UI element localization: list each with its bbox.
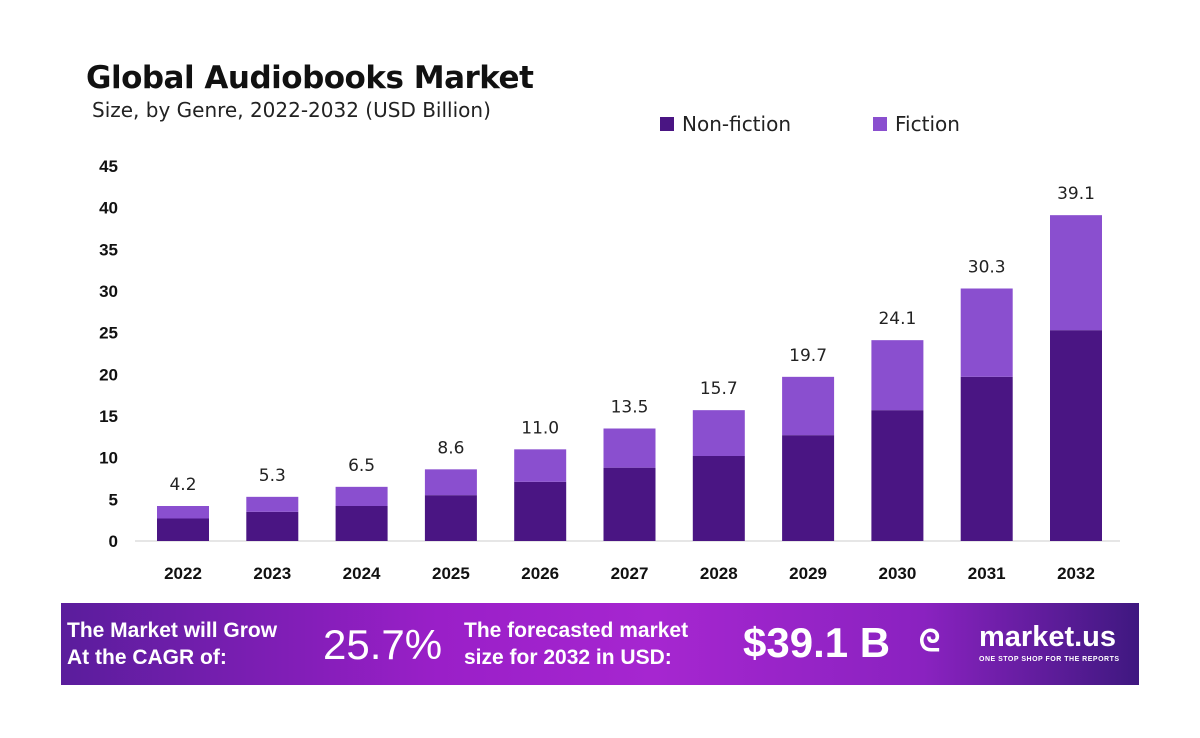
bar-non-fiction-2032 <box>1050 330 1102 541</box>
y-tick-label: 30 <box>99 282 118 301</box>
bar-chart: 0510152025303540454.220225.320236.520248… <box>99 157 1120 583</box>
bar-fiction-2031 <box>960 288 1013 377</box>
cagr-value: 25.7% <box>323 621 443 668</box>
y-tick-label: 40 <box>99 199 118 218</box>
y-tick-label: 10 <box>99 449 118 468</box>
bar-non-fiction-2030 <box>871 410 924 541</box>
legend-swatch <box>660 117 674 131</box>
x-tick-label: 2031 <box>968 564 1006 583</box>
legend-label: Fiction <box>895 112 960 136</box>
bar-fiction-2029 <box>782 376 835 436</box>
total-label: 15.7 <box>700 379 738 399</box>
bar-fiction-2025 <box>424 469 477 496</box>
x-tick-label: 2024 <box>343 564 381 583</box>
cagr-label-line: At the CAGR of: <box>67 646 227 669</box>
x-tick-label: 2027 <box>611 564 649 583</box>
forecast-label-line: The forecasted market <box>464 619 689 642</box>
forecast-label: The forecasted market size for 2032 in US… <box>464 617 688 671</box>
total-label: 30.3 <box>968 258 1006 278</box>
summary-banner: The Market will Grow At the CAGR of: 25.7… <box>61 603 1139 685</box>
bar-non-fiction-2022 <box>157 518 209 541</box>
total-label: 39.1 <box>1057 184 1095 204</box>
bar-fiction-2024 <box>335 486 388 506</box>
chart-title: Global Audiobooks Market <box>86 60 534 96</box>
x-tick-label: 2030 <box>878 564 916 583</box>
y-tick-label: 5 <box>109 490 118 509</box>
x-tick-label: 2032 <box>1057 564 1095 583</box>
x-tick-label: 2026 <box>521 564 559 583</box>
market-us-logo-icon: ᘓ <box>919 625 941 658</box>
total-label: 8.6 <box>437 438 464 458</box>
bar-non-fiction-2031 <box>960 376 1013 541</box>
legend-item-non-fiction: Non-fiction <box>660 112 791 136</box>
forecast-label-line: size for 2032 in USD: <box>464 646 672 669</box>
total-label: 19.7 <box>789 346 827 366</box>
chart-subtitle: Size, by Genre, 2022-2032 (USD Billion) <box>92 98 491 122</box>
total-label: 13.5 <box>611 398 649 418</box>
bar-fiction-2023 <box>246 496 299 512</box>
bar-non-fiction-2029 <box>782 435 835 541</box>
brand-name: market.us <box>979 621 1117 653</box>
bar-non-fiction-2023 <box>246 511 299 541</box>
x-tick-label: 2023 <box>253 564 291 583</box>
x-tick-label: 2025 <box>432 564 470 583</box>
total-label: 11.0 <box>521 418 559 438</box>
bar-fiction-2028 <box>692 410 745 456</box>
legend-item-fiction: Fiction <box>873 112 960 136</box>
bar-non-fiction-2028 <box>692 456 745 541</box>
bar-fiction-2032 <box>1050 215 1102 331</box>
total-label: 5.3 <box>259 466 286 486</box>
bar-non-fiction-2024 <box>335 506 388 541</box>
bar-non-fiction-2026 <box>514 481 567 541</box>
y-tick-label: 35 <box>99 240 118 259</box>
y-tick-label: 20 <box>99 365 118 384</box>
bar-fiction-2022 <box>157 506 209 519</box>
brand-tagline: ONE STOP SHOP FOR THE REPORTS <box>979 656 1120 663</box>
total-label: 6.5 <box>348 456 375 476</box>
y-tick-label: 15 <box>99 407 118 426</box>
y-tick-label: 45 <box>99 157 118 176</box>
legend-swatch <box>873 117 887 131</box>
forecast-value: $39.1 B <box>743 619 891 666</box>
legend-label: Non-fiction <box>682 112 791 136</box>
bar-fiction-2026 <box>514 449 567 482</box>
x-tick-label: 2028 <box>700 564 738 583</box>
bar-non-fiction-2027 <box>603 467 656 541</box>
bar-fiction-2027 <box>603 428 656 468</box>
cagr-label: The Market will Grow At the CAGR of: <box>67 617 277 671</box>
y-tick-label: 0 <box>109 532 118 551</box>
x-tick-label: 2022 <box>164 564 202 583</box>
y-tick-label: 25 <box>99 324 118 343</box>
bar-non-fiction-2025 <box>424 495 477 541</box>
bar-fiction-2030 <box>871 340 924 411</box>
total-label: 24.1 <box>878 309 916 329</box>
total-label: 4.2 <box>169 475 196 495</box>
cagr-label-line: The Market will Grow <box>67 619 278 642</box>
x-tick-label: 2029 <box>789 564 827 583</box>
